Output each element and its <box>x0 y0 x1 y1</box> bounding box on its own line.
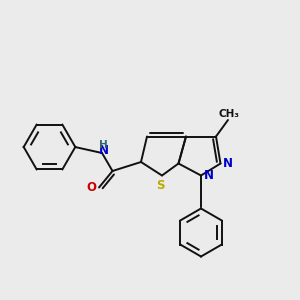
Text: N: N <box>223 157 233 170</box>
Text: N: N <box>98 144 109 157</box>
Text: CH₃: CH₃ <box>218 109 239 119</box>
Text: H: H <box>99 140 108 150</box>
Text: S: S <box>156 178 165 192</box>
Text: N: N <box>203 169 214 182</box>
Text: O: O <box>86 181 97 194</box>
